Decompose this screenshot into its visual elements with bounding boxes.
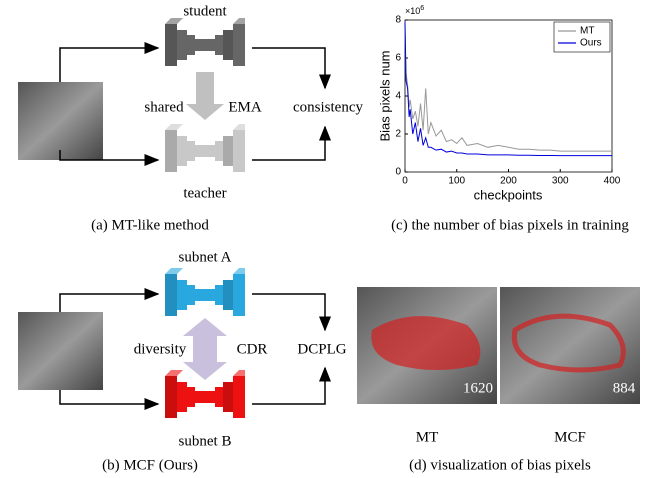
label: subnet A: [179, 249, 232, 265]
label: MCF: [554, 429, 586, 445]
y-multiplier: ×106: [405, 5, 424, 17]
chart: checkpoints Bias pixels num ×106 (c) the…: [377, 5, 629, 234]
label: diversity: [134, 341, 187, 357]
x-tick-label: 0: [402, 176, 408, 187]
y-tick-label: 2: [395, 129, 401, 140]
y-tick-label: 4: [395, 91, 401, 102]
label: subnet B: [179, 433, 232, 449]
x-axis-label: checkpoints: [474, 187, 543, 202]
label: shared: [144, 99, 184, 115]
y-multiplier-base: ×10: [405, 6, 420, 16]
label: DCPLG: [297, 341, 346, 357]
arrow: [59, 288, 160, 312]
y-axis-label: Bias pixels num: [377, 50, 392, 141]
caption: (c) the number of bias pixels in trainin…: [391, 217, 629, 233]
teacher-net: [165, 124, 245, 172]
x-tick-label: 300: [552, 176, 569, 187]
legend-box: [553, 21, 611, 53]
label: consistency: [293, 99, 363, 115]
arrow: [59, 42, 160, 82]
image-mcf: [500, 287, 640, 404]
caption: (a) MT-like method: [91, 217, 209, 233]
input-image: [18, 82, 103, 160]
count-label: 884: [613, 380, 636, 396]
student-net: [165, 18, 245, 66]
arrow: [252, 125, 331, 161]
count-label: 1620: [463, 380, 493, 396]
y-tick-label: 8: [395, 15, 401, 26]
line-series: [404, 27, 612, 152]
ema-arrow: [186, 72, 224, 120]
caption: (b) MCF (Ours): [102, 457, 198, 473]
arrow: [59, 150, 158, 160]
label: CDR: [237, 341, 268, 357]
line-series: [404, 21, 612, 157]
x-tick-label: 100: [448, 176, 465, 187]
label: teacher: [183, 185, 226, 201]
x-tick-label: 400: [604, 176, 621, 187]
bias-overlay: [371, 316, 481, 370]
input-image: [18, 312, 103, 390]
label: EMA: [228, 99, 262, 115]
y-multiplier-exponent: 6: [420, 5, 424, 12]
label: student: [183, 3, 227, 19]
legend-label: MT: [580, 26, 594, 37]
y-tick-label: 0: [395, 167, 401, 178]
arrow: [252, 293, 331, 332]
bias-overlay: [511, 313, 626, 373]
legend-label: Ours: [580, 38, 602, 49]
y-tick-label: 6: [395, 53, 401, 64]
x-tick-label: 200: [500, 176, 517, 187]
label: MT: [416, 429, 439, 445]
arrow: [252, 47, 331, 90]
caption: (d) visualization of bias pixels: [409, 457, 591, 473]
cdr-arrow: [183, 318, 227, 380]
arrow: [252, 366, 331, 405]
subnet-a: [165, 268, 245, 316]
arrow: [59, 390, 160, 410]
